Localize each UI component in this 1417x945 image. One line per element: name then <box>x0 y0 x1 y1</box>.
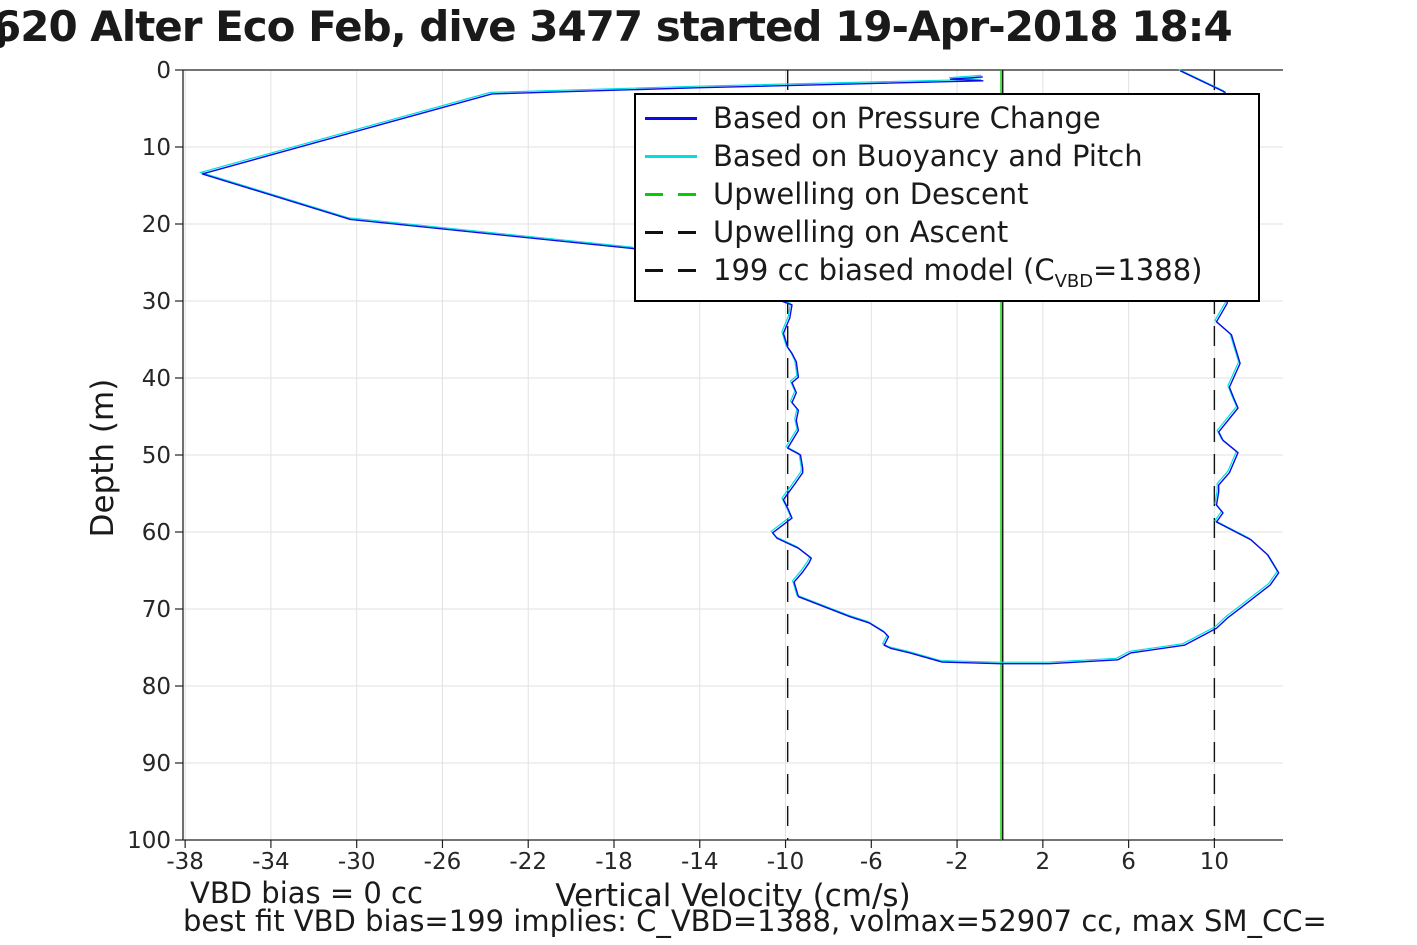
x-tick-label: -6 <box>860 849 883 875</box>
y-tick-label: 40 <box>142 366 171 392</box>
legend-item-2: Upwelling on Descent <box>636 175 1258 213</box>
y-tick-label: 70 <box>142 597 171 623</box>
x-tick-label: 10 <box>1200 849 1229 875</box>
legend-item-0: Based on Pressure Change <box>636 99 1258 137</box>
dashed-line-swatch <box>645 268 697 272</box>
legend: Based on Pressure Change Based on Buoyanc… <box>634 93 1260 302</box>
x-tick-label: 6 <box>1121 849 1136 875</box>
x-axis-label: Vertical Velocity (cm/s) <box>555 878 911 914</box>
x-tick-label: 2 <box>1036 849 1051 875</box>
y-tick-label: 30 <box>142 289 171 315</box>
y-tick-label: 60 <box>142 520 171 546</box>
x-tick-label: -10 <box>767 849 805 875</box>
legend-item-label: Upwelling on Descent <box>713 177 1029 211</box>
y-tick-label: 100 <box>127 828 171 854</box>
y-tick-label: 80 <box>142 674 171 700</box>
legend-item-label: Based on Pressure Change <box>713 101 1101 135</box>
solid-line-swatch <box>645 116 697 120</box>
x-tick-label: -14 <box>681 849 719 875</box>
y-tick-label: 90 <box>142 751 171 777</box>
figure-title: 620 Alter Eco Feb, dive 3477 started 19-… <box>0 2 1233 51</box>
legend-item-label: Based on Buoyancy and Pitch <box>713 139 1143 173</box>
y-tick-label: 10 <box>142 135 171 161</box>
x-tick-label: -26 <box>424 849 462 875</box>
x-tick-label: -38 <box>166 849 204 875</box>
dashed-line-swatch <box>645 192 697 196</box>
x-tick-label: -34 <box>252 849 290 875</box>
x-tick-label: -18 <box>595 849 633 875</box>
x-tick-label: -30 <box>338 849 376 875</box>
x-tick-label: -22 <box>509 849 547 875</box>
y-tick-label: 0 <box>156 58 171 84</box>
solid-line-swatch <box>645 154 697 158</box>
legend-item-label: 199 cc biased model (CVBD=1388) <box>713 253 1203 292</box>
legend-item-1: Based on Buoyancy and Pitch <box>636 137 1258 175</box>
y-tick-label: 20 <box>142 212 171 238</box>
dashed-line-swatch <box>645 230 697 234</box>
x-tick-label: -2 <box>946 849 969 875</box>
vbd-bias-annotation: VBD bias = 0 cc <box>190 876 423 910</box>
legend-item-label: Upwelling on Ascent <box>713 215 1009 249</box>
legend-item-3: Upwelling on Ascent <box>636 213 1258 251</box>
best-fit-annotation: best fit VBD bias=199 implies: C_VBD=138… <box>183 904 1327 938</box>
legend-item-4: 199 cc biased model (CVBD=1388) <box>636 251 1258 292</box>
legend-rows: Based on Pressure Change Based on Buoyanc… <box>636 99 1258 292</box>
y-tick-label: 50 <box>142 443 171 469</box>
clipped-title-letter-fragment <box>0 24 5 48</box>
pressure-change-curve <box>201 70 1280 665</box>
y-axis-label: Depth (m) <box>85 378 121 538</box>
